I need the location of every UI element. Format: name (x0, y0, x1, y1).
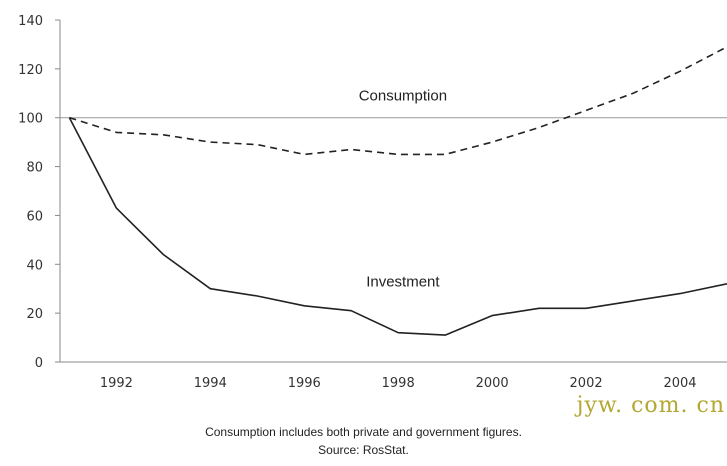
investment-line (68, 117, 727, 336)
investment-series-label: Investment (366, 273, 440, 290)
x-tick-label: 1992 (100, 376, 133, 391)
x-tick-label: 2002 (570, 376, 603, 391)
y-tick-label: 20 (26, 307, 43, 322)
x-tick-label: 2000 (476, 376, 509, 391)
labels-group: Consumption Investment (359, 88, 447, 291)
y-tick-label: 140 (18, 14, 43, 29)
consumption-series-label: Consumption (359, 88, 447, 105)
series-group (68, 46, 727, 336)
y-tick-label: 120 (18, 63, 43, 78)
watermark-text: jyw. com. cn (576, 393, 725, 418)
y-tick-label: 0 (35, 356, 43, 371)
x-tick-label: 2004 (663, 376, 696, 391)
y-tick-label: 40 (26, 258, 43, 273)
x-tick-label: 1994 (194, 376, 227, 391)
y-tick-label: 80 (26, 161, 43, 176)
consumption-line (69, 46, 727, 156)
x-tick-label: 1996 (288, 376, 321, 391)
y-tick-label: 100 (18, 112, 43, 127)
footnote-source: Source: RosStat. (318, 443, 409, 457)
y-tick-label: 60 (26, 209, 43, 224)
axes: 0 20 40 60 80 100 120 140 1992 1994 1996 1998 2000 20… (18, 14, 727, 391)
x-tick-label: 1998 (382, 376, 415, 391)
footnote-consumption: Consumption includes both private and go… (205, 425, 522, 439)
